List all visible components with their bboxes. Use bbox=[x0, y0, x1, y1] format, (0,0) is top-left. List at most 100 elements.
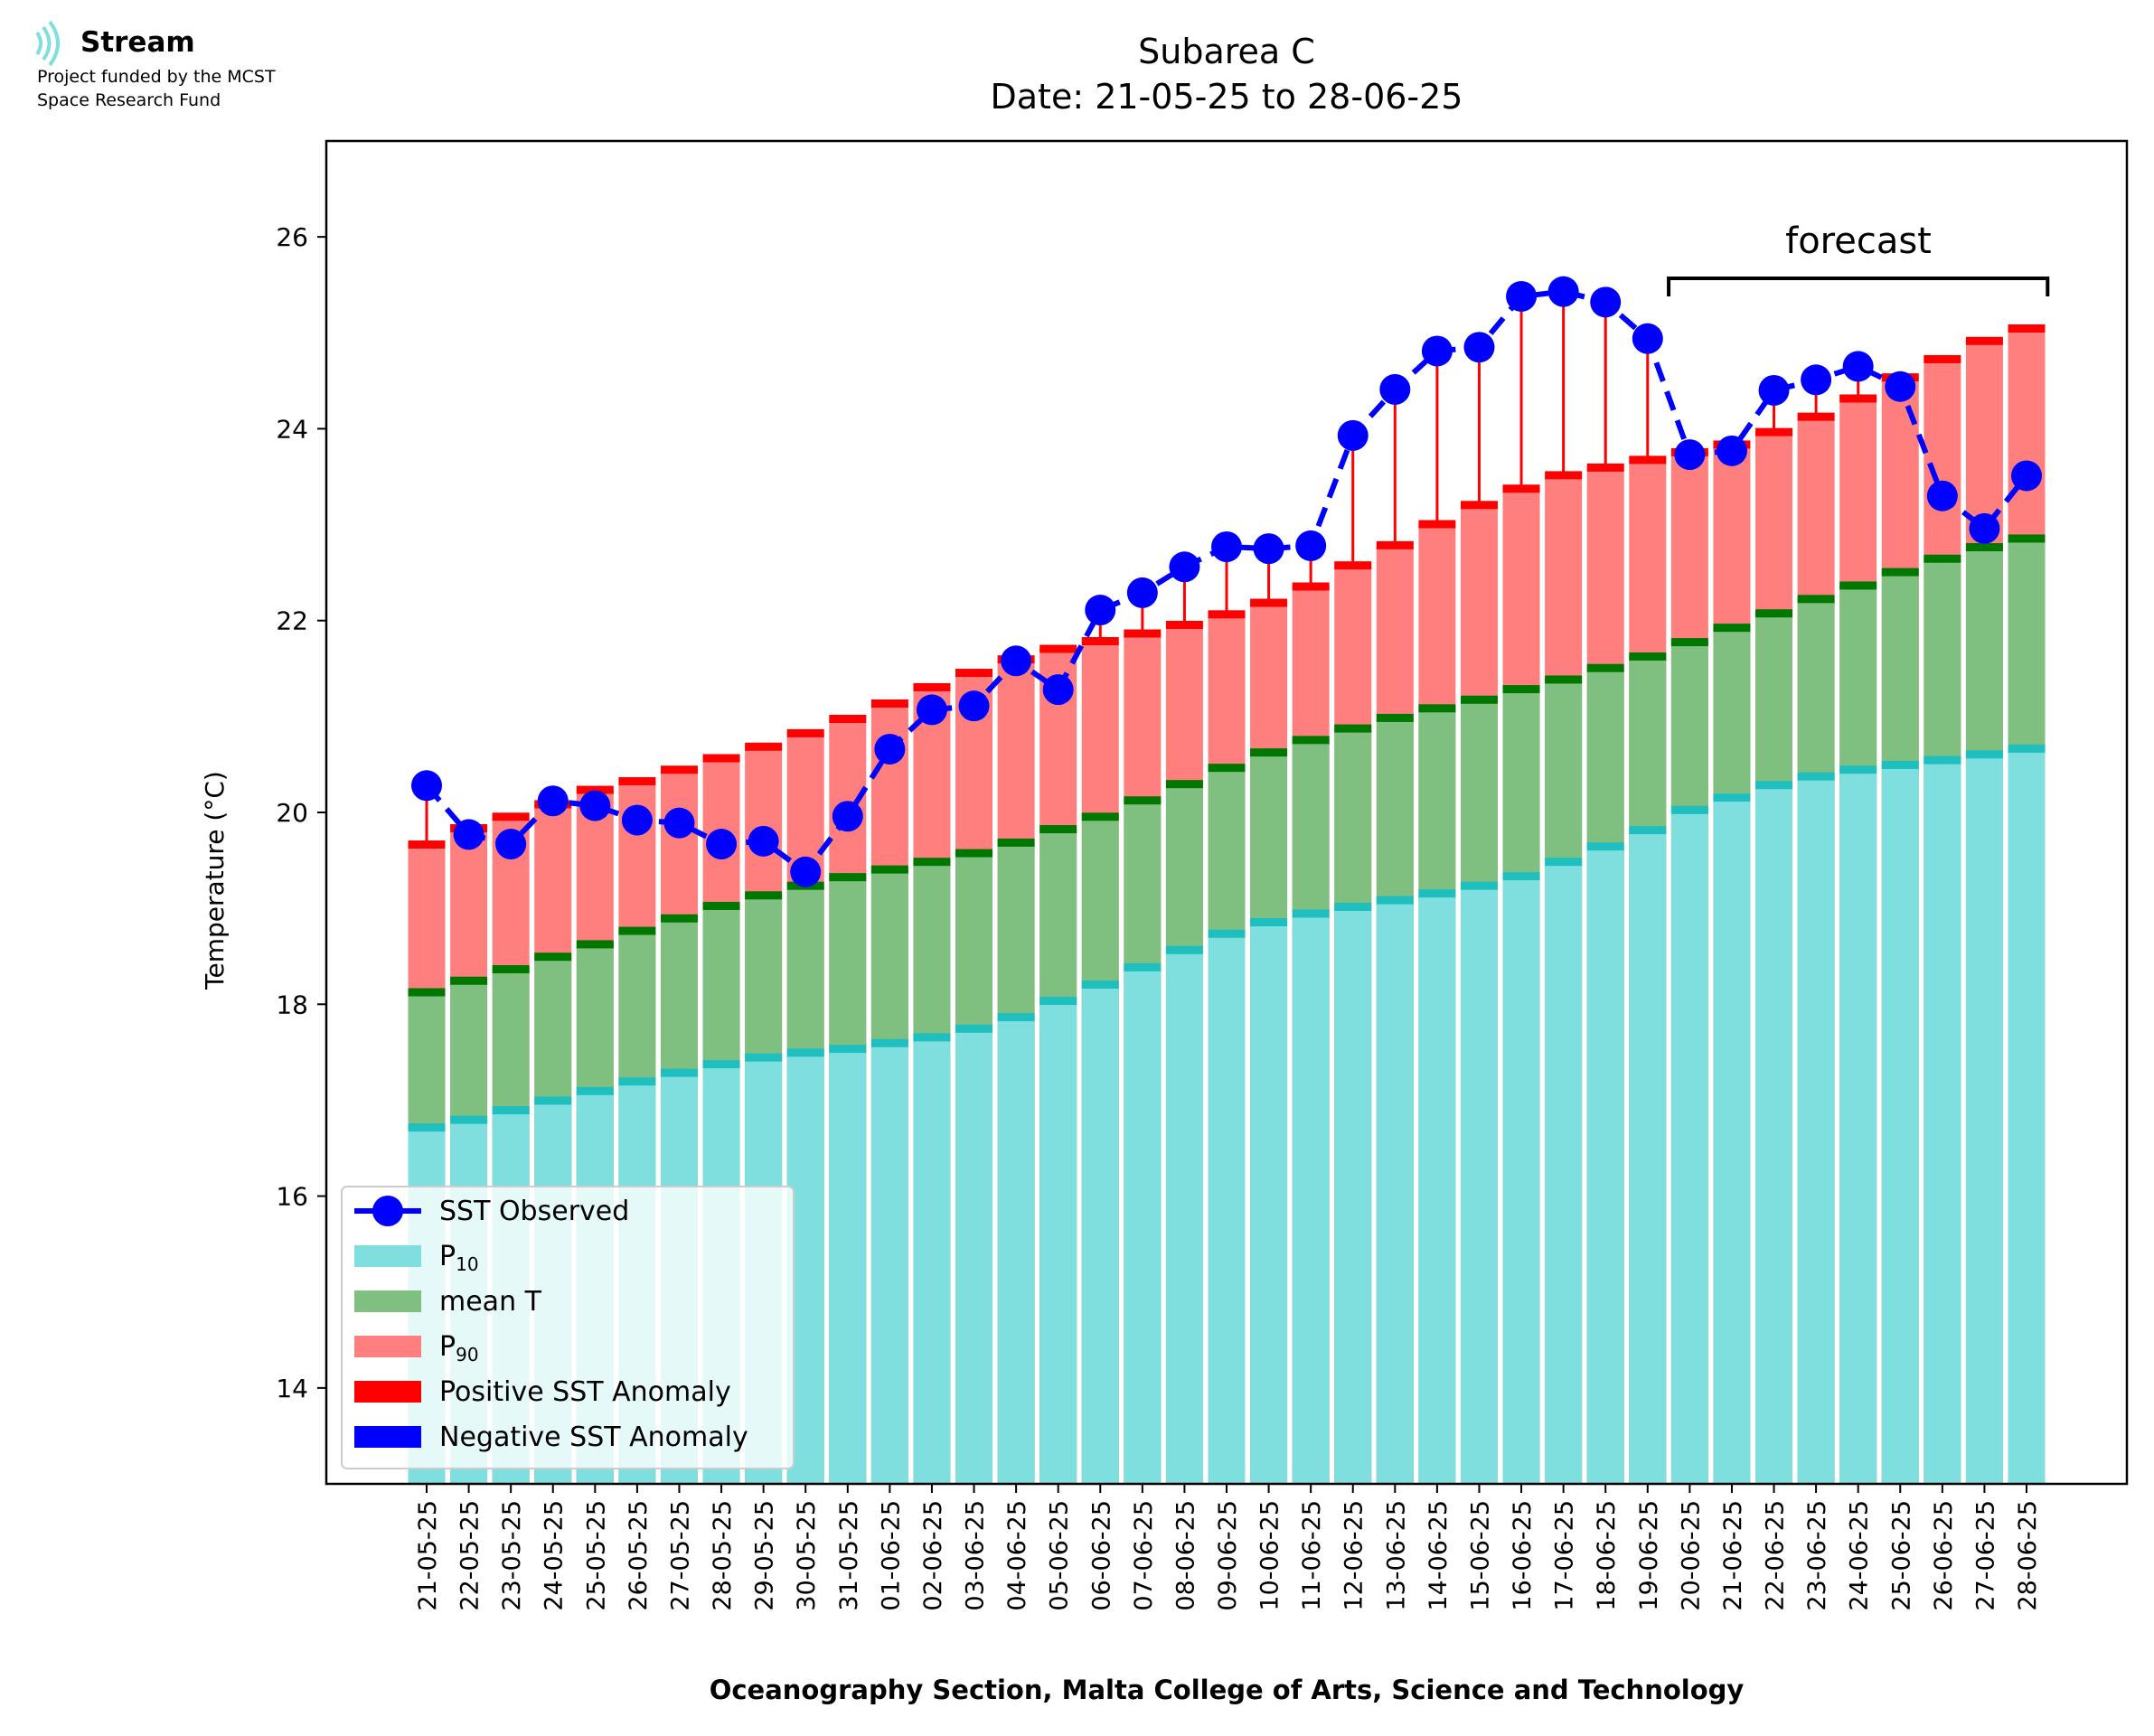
mean-t-cap bbox=[576, 940, 614, 949]
p10-cap bbox=[829, 1045, 867, 1054]
mean-t-cap bbox=[1713, 624, 1751, 633]
p10-bar bbox=[1124, 966, 1162, 1484]
x-tick-label: 04-06-25 bbox=[1003, 1500, 1031, 1611]
p90-cap bbox=[1418, 520, 1456, 529]
p10-bar bbox=[1165, 949, 1203, 1484]
p10-cap bbox=[870, 1038, 908, 1047]
x-tick-label: 05-06-25 bbox=[1046, 1500, 1074, 1611]
mean-t-cap bbox=[1545, 675, 1583, 684]
legend-patch-swatch bbox=[354, 1381, 421, 1403]
sst-observed-point bbox=[1211, 530, 1242, 562]
x-tick-label: 10-06-25 bbox=[1256, 1500, 1284, 1611]
mean-t-cap bbox=[745, 891, 783, 900]
sst-observed-point bbox=[579, 790, 611, 821]
mean-t-cap bbox=[1250, 748, 1288, 757]
mean-t-cap bbox=[870, 865, 908, 874]
p10-cap bbox=[1965, 750, 2003, 759]
mean-t-cap bbox=[997, 838, 1035, 847]
p90-cap bbox=[1250, 598, 1288, 607]
axes-layer: 14 16 18 20 22 24 26 21-05-25 22-05-25 23-05-25 24… bbox=[276, 139, 2129, 1611]
p90-cap bbox=[1081, 637, 1119, 646]
p10-cap bbox=[1545, 858, 1583, 867]
p10-bar bbox=[1250, 922, 1288, 1484]
y-tick-label: 20 bbox=[276, 798, 308, 828]
p10-bar bbox=[1545, 861, 1583, 1484]
p10-bar bbox=[1924, 759, 1961, 1484]
x-tick-label: 28-06-25 bbox=[2014, 1500, 2042, 1611]
x-tick-label: 01-06-25 bbox=[877, 1500, 905, 1611]
sst-observed-point bbox=[411, 770, 442, 802]
mean-t-cap bbox=[534, 952, 572, 962]
p10-bar bbox=[1208, 933, 1246, 1484]
p90-cap bbox=[1797, 412, 1835, 421]
legend-label: P90 bbox=[439, 1331, 479, 1365]
p10-cap bbox=[1292, 909, 1330, 918]
x-tick-label: 06-06-25 bbox=[1087, 1500, 1115, 1611]
sst-observed-point bbox=[1969, 512, 2000, 544]
legend-subscript: 90 bbox=[456, 1344, 478, 1365]
forecast-bracket bbox=[1667, 277, 2050, 296]
p10-cap bbox=[1586, 842, 1624, 851]
sst-observed-point bbox=[621, 804, 653, 836]
x-tick-label: 07-06-25 bbox=[1130, 1500, 1158, 1611]
sst-observed-point bbox=[1463, 332, 1495, 363]
p10-bar bbox=[1839, 769, 1877, 1484]
p90-cap bbox=[1502, 484, 1540, 493]
mean-t-cap bbox=[1755, 609, 1793, 618]
p10-bar bbox=[1670, 809, 1708, 1484]
logo-line-2: Space Research Fund bbox=[37, 90, 221, 110]
sst-observed-point bbox=[1506, 280, 1538, 312]
sst-observed-point bbox=[832, 801, 863, 832]
legend-sst-observed: SST Observed bbox=[354, 1196, 629, 1227]
p90-cap bbox=[870, 699, 908, 708]
legend-marker-swatch bbox=[372, 1196, 403, 1226]
legend-patch-swatch bbox=[354, 1426, 421, 1448]
legend-label: SST Observed bbox=[439, 1196, 629, 1227]
y-tick-label: 22 bbox=[276, 606, 308, 636]
p10-bar bbox=[1586, 846, 1624, 1484]
sst-observed-point bbox=[537, 785, 569, 817]
p90-cap bbox=[1292, 582, 1330, 591]
sst-observed-point bbox=[1126, 577, 1158, 608]
sst-observed-point bbox=[1253, 533, 1284, 565]
x-tick-label: 21-06-25 bbox=[1719, 1500, 1747, 1611]
p10-bar bbox=[913, 1037, 951, 1484]
x-tick-label: 19-06-25 bbox=[1635, 1500, 1663, 1611]
p10-bar bbox=[1460, 885, 1498, 1484]
x-tick-label: 25-05-25 bbox=[582, 1500, 610, 1611]
p10-bar bbox=[1713, 797, 1751, 1484]
p90-cap bbox=[745, 742, 783, 751]
p10-bar bbox=[1334, 906, 1372, 1484]
p90-cap bbox=[913, 682, 951, 691]
sst-observed-point bbox=[1001, 645, 1032, 677]
p10-bar bbox=[1418, 893, 1456, 1484]
p10-bar bbox=[829, 1048, 867, 1484]
mean-t-cap bbox=[1376, 713, 1414, 722]
p10-cap bbox=[408, 1123, 446, 1132]
p10-cap bbox=[1797, 772, 1835, 781]
sst-observed-point bbox=[1379, 373, 1411, 405]
mean-t-cap bbox=[829, 873, 867, 882]
stream-waves-icon bbox=[35, 20, 60, 67]
x-tick-label: 24-05-25 bbox=[541, 1500, 569, 1611]
mean-t-cap bbox=[1629, 652, 1667, 661]
x-tick-label: 23-05-25 bbox=[498, 1500, 526, 1611]
p10-cap bbox=[534, 1096, 572, 1105]
forecast-annotation: forecast bbox=[1667, 221, 2050, 296]
x-tick-label: 31-05-25 bbox=[835, 1500, 863, 1611]
mean-t-cap bbox=[408, 988, 446, 997]
p90-cap bbox=[786, 728, 824, 737]
legend-label: Positive SST Anomaly bbox=[439, 1376, 731, 1408]
p10-cap bbox=[1502, 872, 1540, 881]
p90-cap bbox=[1924, 354, 1961, 363]
p10-bar bbox=[1376, 899, 1414, 1484]
p10-cap bbox=[1713, 793, 1751, 802]
p10-bar bbox=[997, 1017, 1035, 1484]
legend-negative-anomaly: Negative SST Anomaly bbox=[354, 1422, 748, 1453]
p10-bar bbox=[870, 1042, 908, 1484]
x-tick-label: 15-06-25 bbox=[1466, 1500, 1494, 1611]
stream-logo: Stream Project funded by the MCST Space … bbox=[35, 20, 276, 110]
mean-t-cap bbox=[450, 976, 488, 985]
x-tick-label: 30-05-25 bbox=[793, 1500, 821, 1611]
